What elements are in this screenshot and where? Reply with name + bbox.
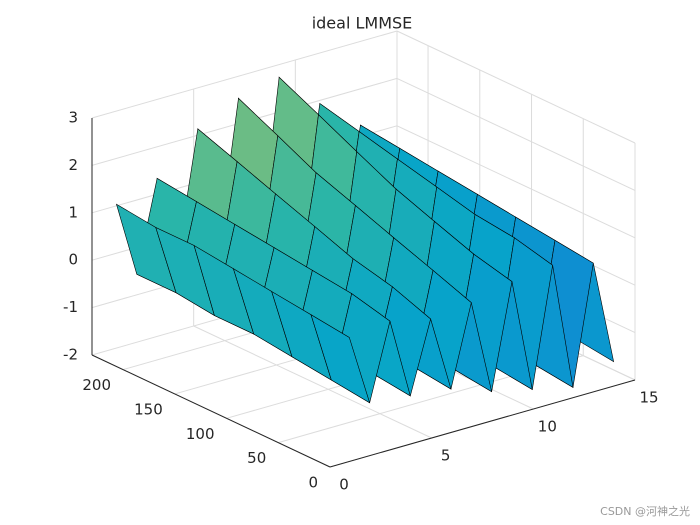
z-tick-label: 3 xyxy=(68,109,78,127)
watermark: CSDN @河神之光 xyxy=(600,504,690,518)
grid-line xyxy=(91,30,398,119)
z-tick-label: -1 xyxy=(63,298,78,316)
y-tick-label: 200 xyxy=(82,376,111,394)
grid-line xyxy=(396,30,636,144)
grid-line xyxy=(193,325,432,439)
surface-patch xyxy=(310,314,371,404)
x-tick-label: 5 xyxy=(441,447,451,465)
x-tick-label: 15 xyxy=(639,389,658,407)
x-tick-label: 0 xyxy=(339,476,349,494)
y-tick-label: 100 xyxy=(186,425,215,443)
y-tick-label: 150 xyxy=(134,400,163,418)
axis-line xyxy=(91,354,331,468)
z-tick-label: 0 xyxy=(68,251,78,269)
z-tick-label: 2 xyxy=(68,156,78,174)
y-tick-label: 0 xyxy=(308,474,318,492)
x-tick-label: 10 xyxy=(538,418,557,436)
axis-line xyxy=(329,379,636,468)
y-tick-label: 50 xyxy=(247,449,266,467)
grid-line xyxy=(396,125,636,239)
chart-title: ideal LMMSE xyxy=(312,14,413,33)
grid-line xyxy=(396,77,636,191)
z-tick-label: -2 xyxy=(63,346,78,364)
z-tick-label: 1 xyxy=(68,203,78,221)
